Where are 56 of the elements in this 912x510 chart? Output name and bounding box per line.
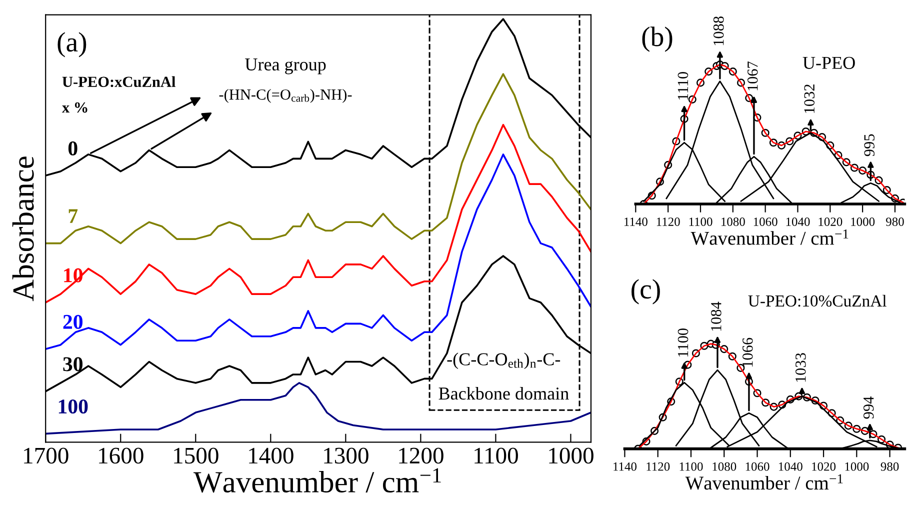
annotation: 1088 <box>713 16 724 46</box>
text: (c) <box>632 279 660 304</box>
x-tick-label: 1000 <box>851 218 875 226</box>
x-tick-label: 1400 <box>249 448 294 464</box>
x-tick-label: 1700 <box>24 448 68 464</box>
text: U-PEO:10%CuZnAl <box>748 294 886 307</box>
annotation: Backbone domain <box>438 386 569 400</box>
series-label: 7 <box>68 209 78 223</box>
x-tick-label: 1140 <box>624 218 648 226</box>
x-tick-label: 1060 <box>746 462 770 471</box>
y-axis-title: Absorbance <box>12 156 34 302</box>
annotation: 1084 <box>711 302 722 331</box>
annotation: 1032 <box>804 84 815 113</box>
text: (b) <box>642 26 672 52</box>
annotation: x % <box>62 102 88 113</box>
x-axis-title: Wavenumber / cm$^{−1}$ <box>690 229 848 245</box>
series-label: 0 <box>68 141 78 156</box>
annotation: 1067 <box>747 62 758 90</box>
annotation: 995 <box>864 134 874 156</box>
series-label: 30 <box>63 357 82 372</box>
x-tick-label: 1600 <box>99 448 144 464</box>
x-tick-label: 1120 <box>646 462 670 471</box>
annotation: 1100 <box>678 328 688 357</box>
annotation: -(HN-C(=O$_{carb}$)-NH)- <box>219 88 352 103</box>
x-tick-label: 980 <box>880 462 899 471</box>
series-label: 100 <box>58 399 88 414</box>
annotation: 994 <box>863 396 874 419</box>
annotation: Urea group <box>245 58 326 74</box>
annotation: 1033 <box>796 353 806 382</box>
x-tick-label: 1100 <box>474 448 518 464</box>
x-tick-label: 1300 <box>324 448 368 464</box>
x-tick-label: 1000 <box>845 462 869 471</box>
x-tick-label: 1080 <box>722 218 745 226</box>
x-tick-label: 1140 <box>614 462 637 471</box>
series-label: 20 <box>63 314 82 329</box>
x-tick-label: 1060 <box>754 218 778 226</box>
annotation: (a) <box>58 32 86 58</box>
x-tick-label: 1020 <box>818 218 842 226</box>
annotation: 1110 <box>678 72 688 100</box>
x-tick-label: 1120 <box>656 218 680 226</box>
annotation: -(C-C-O$_{eth}$)$_{n}$-C- <box>447 352 560 370</box>
x-axis-title: Wavenumber / cm$^{−1}$ <box>193 468 441 493</box>
x-tick-label: 1040 <box>786 218 810 226</box>
x-tick-label: 1500 <box>174 448 218 464</box>
x-tick-label: 1000 <box>549 448 594 464</box>
x-tick-label: 1100 <box>689 218 712 226</box>
x-tick-label: 1080 <box>712 462 736 471</box>
x-tick-label: 1020 <box>812 462 836 471</box>
x-tick-label: 1100 <box>680 462 703 471</box>
x-tick-label: 1200 <box>399 448 444 464</box>
annotation: 1066 <box>742 338 753 367</box>
annotation: U-PEO <box>802 56 855 69</box>
x-tick-label: 1040 <box>778 462 802 471</box>
annotation: U-PEO:xCuZnAl <box>62 76 176 88</box>
x-axis-title: Wavenumber / cm$^{−1}$ <box>685 474 843 490</box>
x-tick-label: 980 <box>886 218 904 226</box>
